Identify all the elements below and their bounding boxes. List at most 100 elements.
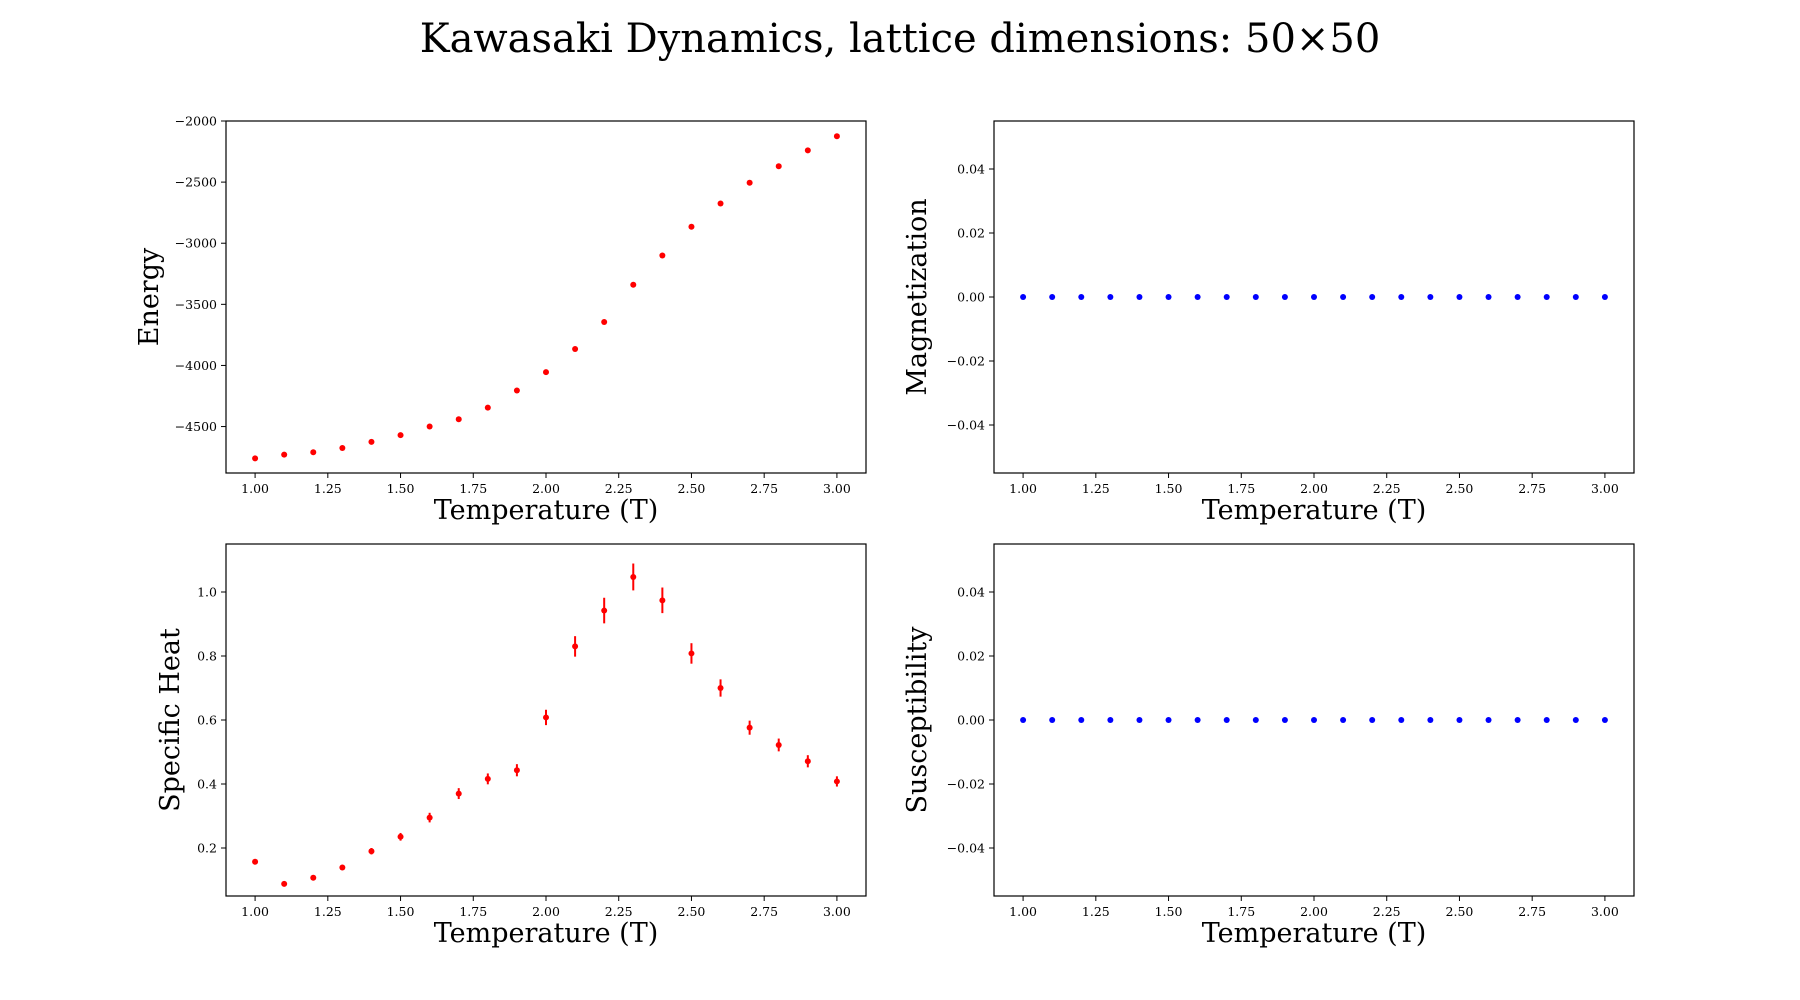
y-tick-label: 0.6 xyxy=(197,713,217,728)
x-tick-label: 2.75 xyxy=(750,481,778,496)
data-point xyxy=(775,741,782,748)
y-tick-label: −0.02 xyxy=(947,777,985,792)
x-tick-label: 2.50 xyxy=(678,904,706,919)
data-point xyxy=(1281,717,1288,723)
data-point xyxy=(455,790,462,797)
figure-title: Kawasaki Dynamics, lattice dimensions: 5… xyxy=(420,16,1381,62)
data-point xyxy=(1572,717,1579,723)
data-point xyxy=(1514,717,1521,723)
data-point xyxy=(252,858,259,865)
x-tick-label: 1.50 xyxy=(1155,481,1183,496)
data-point xyxy=(1369,294,1376,300)
data-point xyxy=(1078,717,1085,723)
data-point xyxy=(1572,294,1579,300)
data-point xyxy=(572,345,579,352)
data-point xyxy=(1427,717,1434,723)
data-point xyxy=(659,597,666,604)
data-point xyxy=(484,404,491,411)
x-tick-label: 2.25 xyxy=(1373,904,1401,919)
data-point xyxy=(1369,717,1376,723)
y-axis-label: Energy xyxy=(134,247,165,346)
y-tick-label: −0.04 xyxy=(947,841,985,856)
x-tick-label: 1.00 xyxy=(241,481,269,496)
data-point xyxy=(1485,717,1492,723)
data-point xyxy=(426,814,433,821)
x-tick-label: 2.00 xyxy=(532,904,560,919)
data-point xyxy=(804,758,811,765)
data-point xyxy=(1340,294,1347,300)
data-point xyxy=(601,607,608,614)
y-tick-label: 0.2 xyxy=(197,841,217,856)
data-point xyxy=(601,319,608,326)
data-point xyxy=(746,179,753,186)
y-tick-label: 0.8 xyxy=(197,649,217,664)
x-tick-label: 3.00 xyxy=(1591,481,1619,496)
y-tick-label: −4000 xyxy=(175,358,217,373)
data-point xyxy=(310,449,317,456)
x-tick-label: 1.00 xyxy=(241,904,269,919)
data-point xyxy=(1136,717,1143,723)
y-tick-label: 0.4 xyxy=(197,777,217,792)
subplot-magnetization: 1.00 1.25 1.50 1.75 2.00 2.25 2.50 2.75 3.00 −0.0… xyxy=(902,120,1635,526)
y-tick-label: −0.04 xyxy=(947,418,985,433)
subplot-specific-heat: 1.00 1.25 1.50 1.75 2.00 2.25 2.50 2.75 3.00 0.2 0… xyxy=(155,543,867,949)
y-axis-label: Susceptibility xyxy=(902,626,933,814)
x-tick-label: 2.50 xyxy=(1446,481,1474,496)
x-tick-label: 1.00 xyxy=(1009,481,1037,496)
data-point xyxy=(833,133,840,140)
data-point xyxy=(630,281,637,288)
x-tick-label: 2.75 xyxy=(1518,481,1546,496)
data-point xyxy=(310,874,317,881)
x-tick-label: 2.00 xyxy=(532,481,560,496)
data-point xyxy=(1311,717,1317,723)
x-axis-label: Temperature (T) xyxy=(434,495,659,526)
data-point xyxy=(1049,294,1056,300)
data-point xyxy=(1020,294,1027,300)
data-point xyxy=(1398,717,1405,723)
x-tick-label: 1.75 xyxy=(459,481,487,496)
data-point xyxy=(1136,294,1143,300)
x-tick-label: 1.00 xyxy=(1009,904,1037,919)
x-tick-label: 3.00 xyxy=(823,904,851,919)
data-point xyxy=(543,369,549,376)
y-tick-label: 0.02 xyxy=(957,649,985,664)
data-point xyxy=(1543,294,1550,300)
x-tick-label: 1.25 xyxy=(1082,904,1110,919)
data-point xyxy=(688,650,695,657)
data-point xyxy=(1252,294,1259,300)
x-tick-label: 1.75 xyxy=(1227,904,1255,919)
data-point xyxy=(1107,717,1114,723)
x-tick-label: 2.50 xyxy=(678,481,706,496)
data-point xyxy=(1020,717,1027,723)
data-point xyxy=(397,833,404,840)
x-tick-label: 2.25 xyxy=(1373,481,1401,496)
x-axis-label: Temperature (T) xyxy=(434,918,659,949)
x-tick-label: 1.50 xyxy=(387,904,415,919)
data-point xyxy=(368,848,375,855)
data-point xyxy=(339,444,346,451)
data-point xyxy=(717,685,724,691)
data-point xyxy=(1078,294,1085,300)
x-tick-label: 1.25 xyxy=(1082,481,1110,496)
data-point xyxy=(368,438,375,445)
x-tick-label: 2.50 xyxy=(1446,904,1474,919)
y-tick-label: 0.04 xyxy=(957,585,985,600)
x-axis-label: Temperature (T) xyxy=(1202,495,1427,526)
data-point xyxy=(572,643,579,650)
axes-frame xyxy=(225,120,867,474)
data-point xyxy=(1485,294,1492,300)
data-point xyxy=(484,775,491,782)
data-point xyxy=(1049,717,1056,723)
data-point xyxy=(1601,717,1608,723)
data-point xyxy=(1543,717,1550,723)
x-tick-label: 2.00 xyxy=(1300,481,1328,496)
data-point xyxy=(281,451,288,458)
x-tick-label: 2.75 xyxy=(750,904,778,919)
data-point xyxy=(1223,294,1230,300)
data-point xyxy=(281,880,288,887)
data-point xyxy=(426,423,433,430)
data-point xyxy=(1601,294,1608,300)
x-tick-label: 2.75 xyxy=(1518,904,1546,919)
x-tick-label: 1.25 xyxy=(314,481,342,496)
